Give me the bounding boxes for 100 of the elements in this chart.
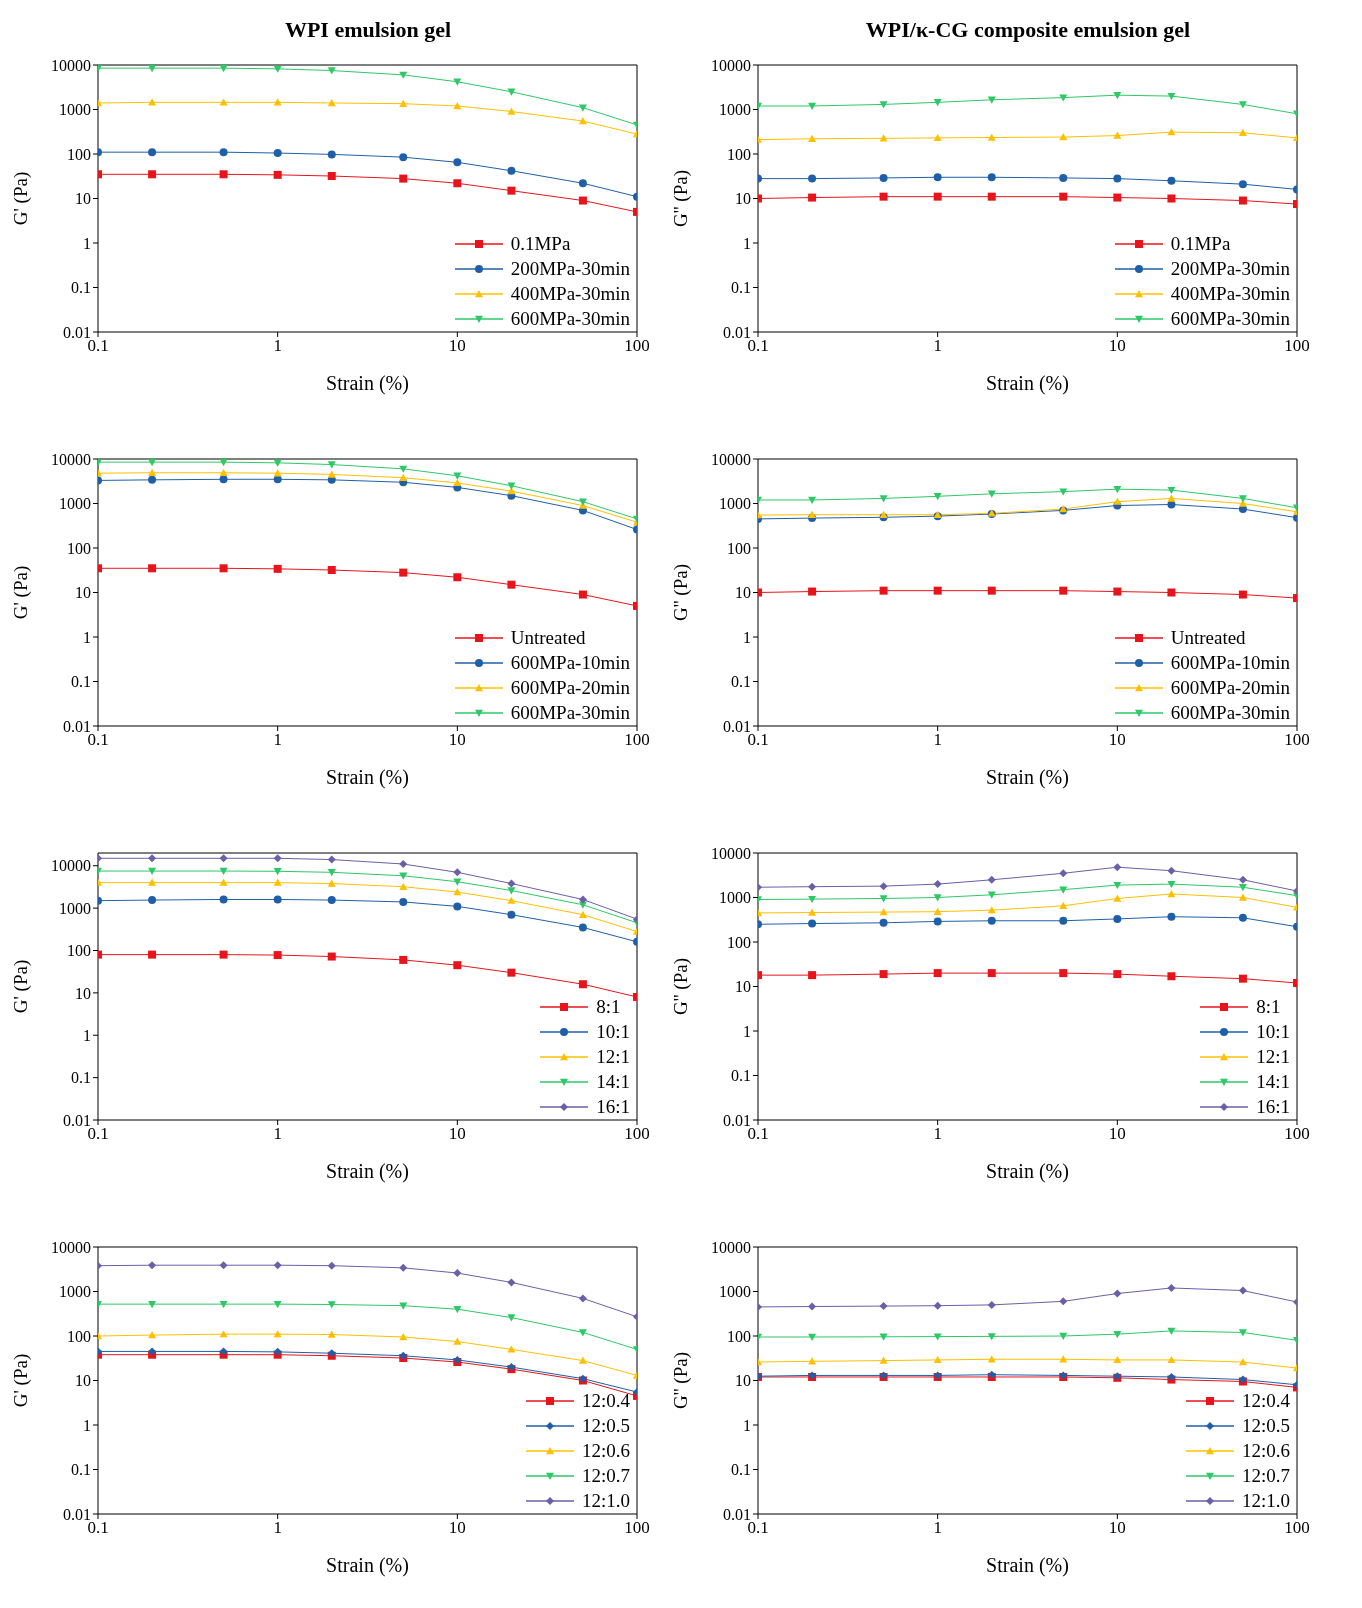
x-tick-label: 10	[1108, 336, 1126, 356]
y-tick-label: 10000	[51, 1238, 91, 1256]
legend-label: 12:1	[596, 1045, 630, 1069]
y-tick-label: 0.01	[723, 1505, 751, 1523]
y-axis-title: G' (Pa)	[9, 1353, 32, 1408]
legend-label: 14:1	[1256, 1070, 1290, 1094]
legend-label: 8:1	[1256, 995, 1281, 1019]
x-tick-label: 100	[624, 730, 650, 750]
y-tick-label: 0.1	[731, 1461, 751, 1479]
legend-label: 12:0.4	[1241, 1389, 1290, 1413]
legend-label: 600MPa-30min	[1170, 307, 1290, 331]
legend-label: 12:0.5	[1241, 1414, 1290, 1438]
legend-label: 12:1	[1256, 1045, 1290, 1069]
y-tick-label: 100	[67, 942, 91, 960]
y-tick-label: 10000	[711, 1238, 751, 1256]
y-tick-label: 100	[727, 145, 751, 163]
y-tick-label: 0.1	[731, 279, 751, 297]
x-tick-label: 10	[1108, 730, 1126, 750]
y-tick-label: 1	[83, 1416, 91, 1434]
x-tick-label: 100	[624, 1124, 650, 1144]
y-tick-label: 1000	[59, 899, 91, 917]
legend-label: 12:1.0	[1241, 1489, 1290, 1513]
x-tick-label: 100	[1284, 1124, 1310, 1144]
y-tick-label: 1	[83, 234, 91, 252]
y-tick-label: 10	[75, 190, 91, 208]
y-tick-label: 10	[75, 1372, 91, 1390]
x-tick-label: 100	[624, 336, 650, 356]
x-tick-label: 1	[933, 1124, 942, 1144]
legend-label: 600MPa-10min	[510, 651, 630, 675]
legend-label: Untreated	[510, 626, 586, 650]
x-axis-title: Strain (%)	[326, 1160, 409, 1183]
x-tick-label: 1	[273, 730, 282, 750]
legend-label: 12:0.4	[581, 1389, 630, 1413]
x-axis-title: Strain (%)	[986, 766, 1069, 789]
legend-label: 400MPa-30min	[1170, 282, 1290, 306]
x-axis-title: Strain (%)	[326, 766, 409, 789]
y-tick-label: 0.1	[731, 1067, 751, 1085]
legend-label: 600MPa-20min	[510, 676, 630, 700]
y-tick-label: 1000	[719, 1283, 751, 1301]
y-tick-label: 0.1	[71, 279, 91, 297]
x-tick-label: 100	[624, 1518, 650, 1538]
x-tick-label: 1	[273, 1124, 282, 1144]
legend-label: 8:1	[596, 995, 621, 1019]
x-axis-title: Strain (%)	[986, 372, 1069, 395]
y-tick-label: 10000	[51, 450, 91, 468]
legend-label: 200MPa-30min	[510, 257, 630, 281]
legend-label: 600MPa-10min	[1170, 651, 1290, 675]
y-tick-label: 1	[83, 1026, 91, 1044]
legend-label: 0.1MPa	[510, 232, 571, 256]
legend-label: 16:1	[1256, 1095, 1290, 1119]
legend-label: 16:1	[596, 1095, 630, 1119]
x-tick-label: 1	[273, 1518, 282, 1538]
x-tick-label: 100	[1284, 730, 1310, 750]
x-tick-label: 10	[448, 1518, 466, 1538]
y-tick-label: 0.1	[731, 673, 751, 691]
y-tick-label: 0.1	[71, 1069, 91, 1087]
y-axis-title: G'' (Pa)	[669, 1352, 692, 1409]
legend-label: 200MPa-30min	[1170, 257, 1290, 281]
y-tick-label: 1000	[59, 101, 91, 119]
y-tick-label: 10000	[711, 844, 751, 862]
y-tick-label: 0.1	[71, 1461, 91, 1479]
legend-label: 600MPa-30min	[510, 307, 630, 331]
y-tick-label: 100	[727, 933, 751, 951]
legend-label: 400MPa-30min	[510, 282, 630, 306]
x-axis-title: Strain (%)	[986, 1160, 1069, 1183]
x-tick-label: 10	[448, 336, 466, 356]
x-tick-label: 10	[1108, 1518, 1126, 1538]
legend-label: 12:0.6	[1241, 1439, 1290, 1463]
legend-label: 12:0.7	[581, 1464, 630, 1488]
y-tick-label: 0.01	[63, 1505, 91, 1523]
x-tick-label: 10	[1108, 1124, 1126, 1144]
y-tick-label: 1000	[719, 101, 751, 119]
x-tick-label: 1	[933, 1518, 942, 1538]
y-tick-label: 10000	[711, 56, 751, 74]
y-tick-label: 1000	[719, 889, 751, 907]
y-axis-title: G' (Pa)	[9, 565, 32, 620]
legend-label: 12:1.0	[581, 1489, 630, 1513]
y-axis-title: G'' (Pa)	[669, 564, 692, 621]
legend-label: 0.1MPa	[1170, 232, 1231, 256]
y-tick-label: 1000	[59, 495, 91, 513]
x-tick-label: 10	[448, 730, 466, 750]
legend-label: 14:1	[596, 1070, 630, 1094]
y-tick-label: 100	[727, 1327, 751, 1345]
legend-label: 600MPa-30min	[1170, 701, 1290, 725]
y-tick-label: 10	[735, 978, 751, 996]
y-tick-label: 10000	[711, 450, 751, 468]
chart-title: WPI/κ-CG composite emulsion gel	[865, 17, 1191, 42]
x-tick-label: 1	[933, 336, 942, 356]
x-tick-label: 100	[1284, 336, 1310, 356]
x-tick-label: 1	[273, 336, 282, 356]
y-tick-label: 0.01	[723, 717, 751, 735]
y-tick-label: 1000	[59, 1283, 91, 1301]
legend-label: 10:1	[596, 1020, 630, 1044]
y-tick-label: 0.1	[71, 673, 91, 691]
y-axis-title: G' (Pa)	[9, 959, 32, 1014]
y-tick-label: 100	[67, 1327, 91, 1345]
legend-label: 600MPa-20min	[1170, 676, 1290, 700]
y-tick-label: 10	[75, 584, 91, 602]
y-tick-label: 0.01	[63, 323, 91, 341]
y-tick-label: 1	[743, 234, 751, 252]
